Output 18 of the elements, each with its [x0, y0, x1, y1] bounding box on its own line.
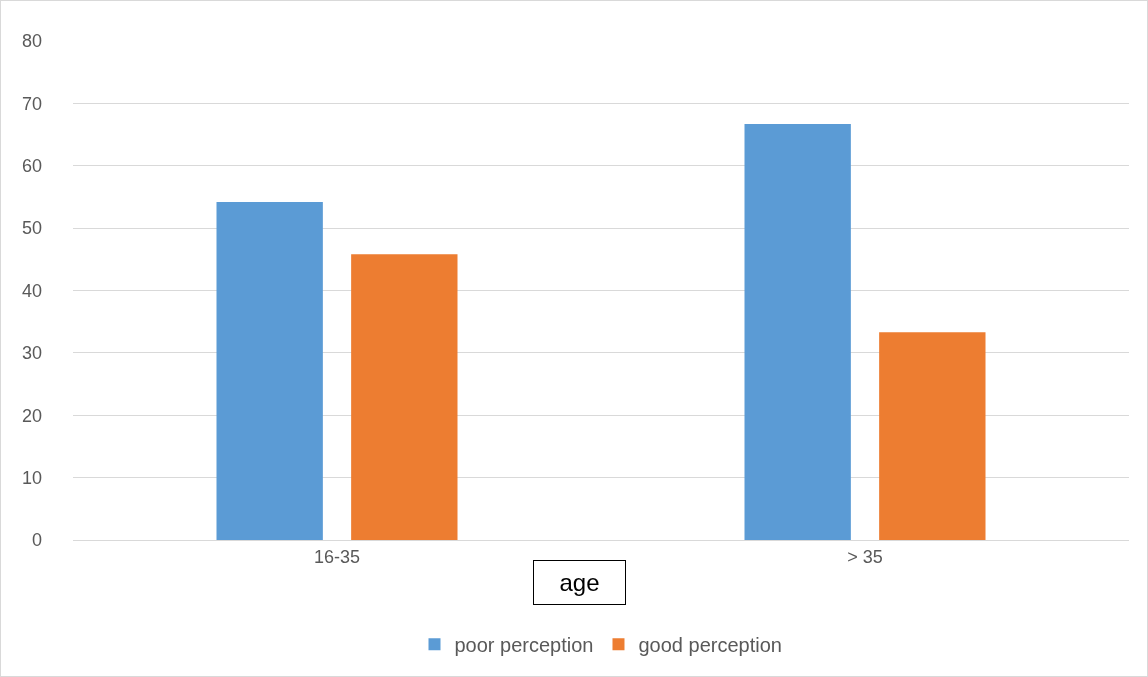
x-tick-label: 16-35 — [313, 546, 361, 567]
y-tick-label: 0 — [31, 530, 42, 551]
y-tick-label: 50 — [21, 218, 42, 239]
y-tick-label: 10 — [21, 467, 42, 488]
bar — [879, 332, 986, 540]
y-tick-label: 60 — [21, 156, 42, 177]
y-tick-label: 70 — [21, 93, 42, 114]
x-tick-label: > 35 — [847, 546, 883, 567]
legend-label: good perception — [638, 634, 782, 657]
y-tick-label: 40 — [21, 280, 42, 301]
bar — [351, 254, 458, 540]
y-tick-label: 20 — [21, 405, 42, 426]
y-tick-label: 30 — [21, 343, 42, 364]
bar — [744, 123, 851, 540]
legend-label: poor perception — [454, 634, 594, 657]
bar — [216, 201, 323, 540]
y-tick-label: 80 — [21, 31, 42, 52]
x-axis-title: age — [559, 569, 600, 596]
